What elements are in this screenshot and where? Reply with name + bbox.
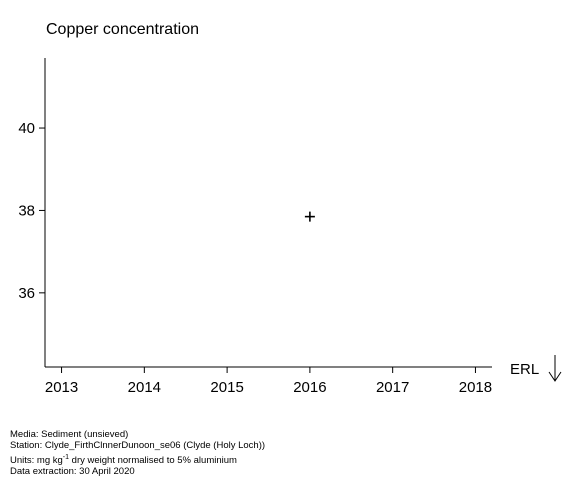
x-tick-label-2016: 2016 — [293, 379, 326, 396]
chart-ticks: 2013 2014 2015 2016 2017 2018 36 38 40 — [18, 120, 492, 396]
y-tick-label-40: 40 — [18, 120, 35, 137]
x-tick-label-2018: 2018 — [459, 379, 492, 396]
footnote-units: Units: mg kg-1 dry weight normalised to … — [10, 452, 265, 466]
x-tick-label-2015: 2015 — [210, 379, 243, 396]
units-prefix: Units: mg kg — [10, 454, 63, 466]
data-point-0 — [304, 211, 315, 222]
x-tick-label-2014: 2014 — [128, 379, 161, 396]
chart-title: Copper concentration — [46, 21, 199, 38]
footnote-station: Station: Clyde_FirthClnnerDunoon_se06 (C… — [10, 440, 266, 452]
erl-indicator: ERL — [510, 355, 562, 382]
chart-axes — [44, 58, 492, 368]
x-tick-label-2017: 2017 — [376, 379, 409, 396]
chart-marks — [304, 211, 315, 222]
y-tick-label-36: 36 — [18, 285, 35, 302]
x-tick-label-2013: 2013 — [45, 379, 78, 396]
down-arrow-icon — [548, 355, 562, 382]
footnote-extraction: Data extraction: 30 April 2020 — [10, 466, 135, 478]
chart-footnotes: Media: Sediment (unsieved) Station: Clyd… — [10, 429, 265, 477]
units-superscript: -1 — [62, 453, 70, 461]
units-suffix: dry weight normalised to 5% aluminium — [69, 454, 237, 466]
erl-label: ERL — [510, 361, 539, 378]
y-tick-label-38: 38 — [18, 202, 35, 219]
footnote-media: Media: Sediment (unsieved) — [10, 429, 129, 440]
